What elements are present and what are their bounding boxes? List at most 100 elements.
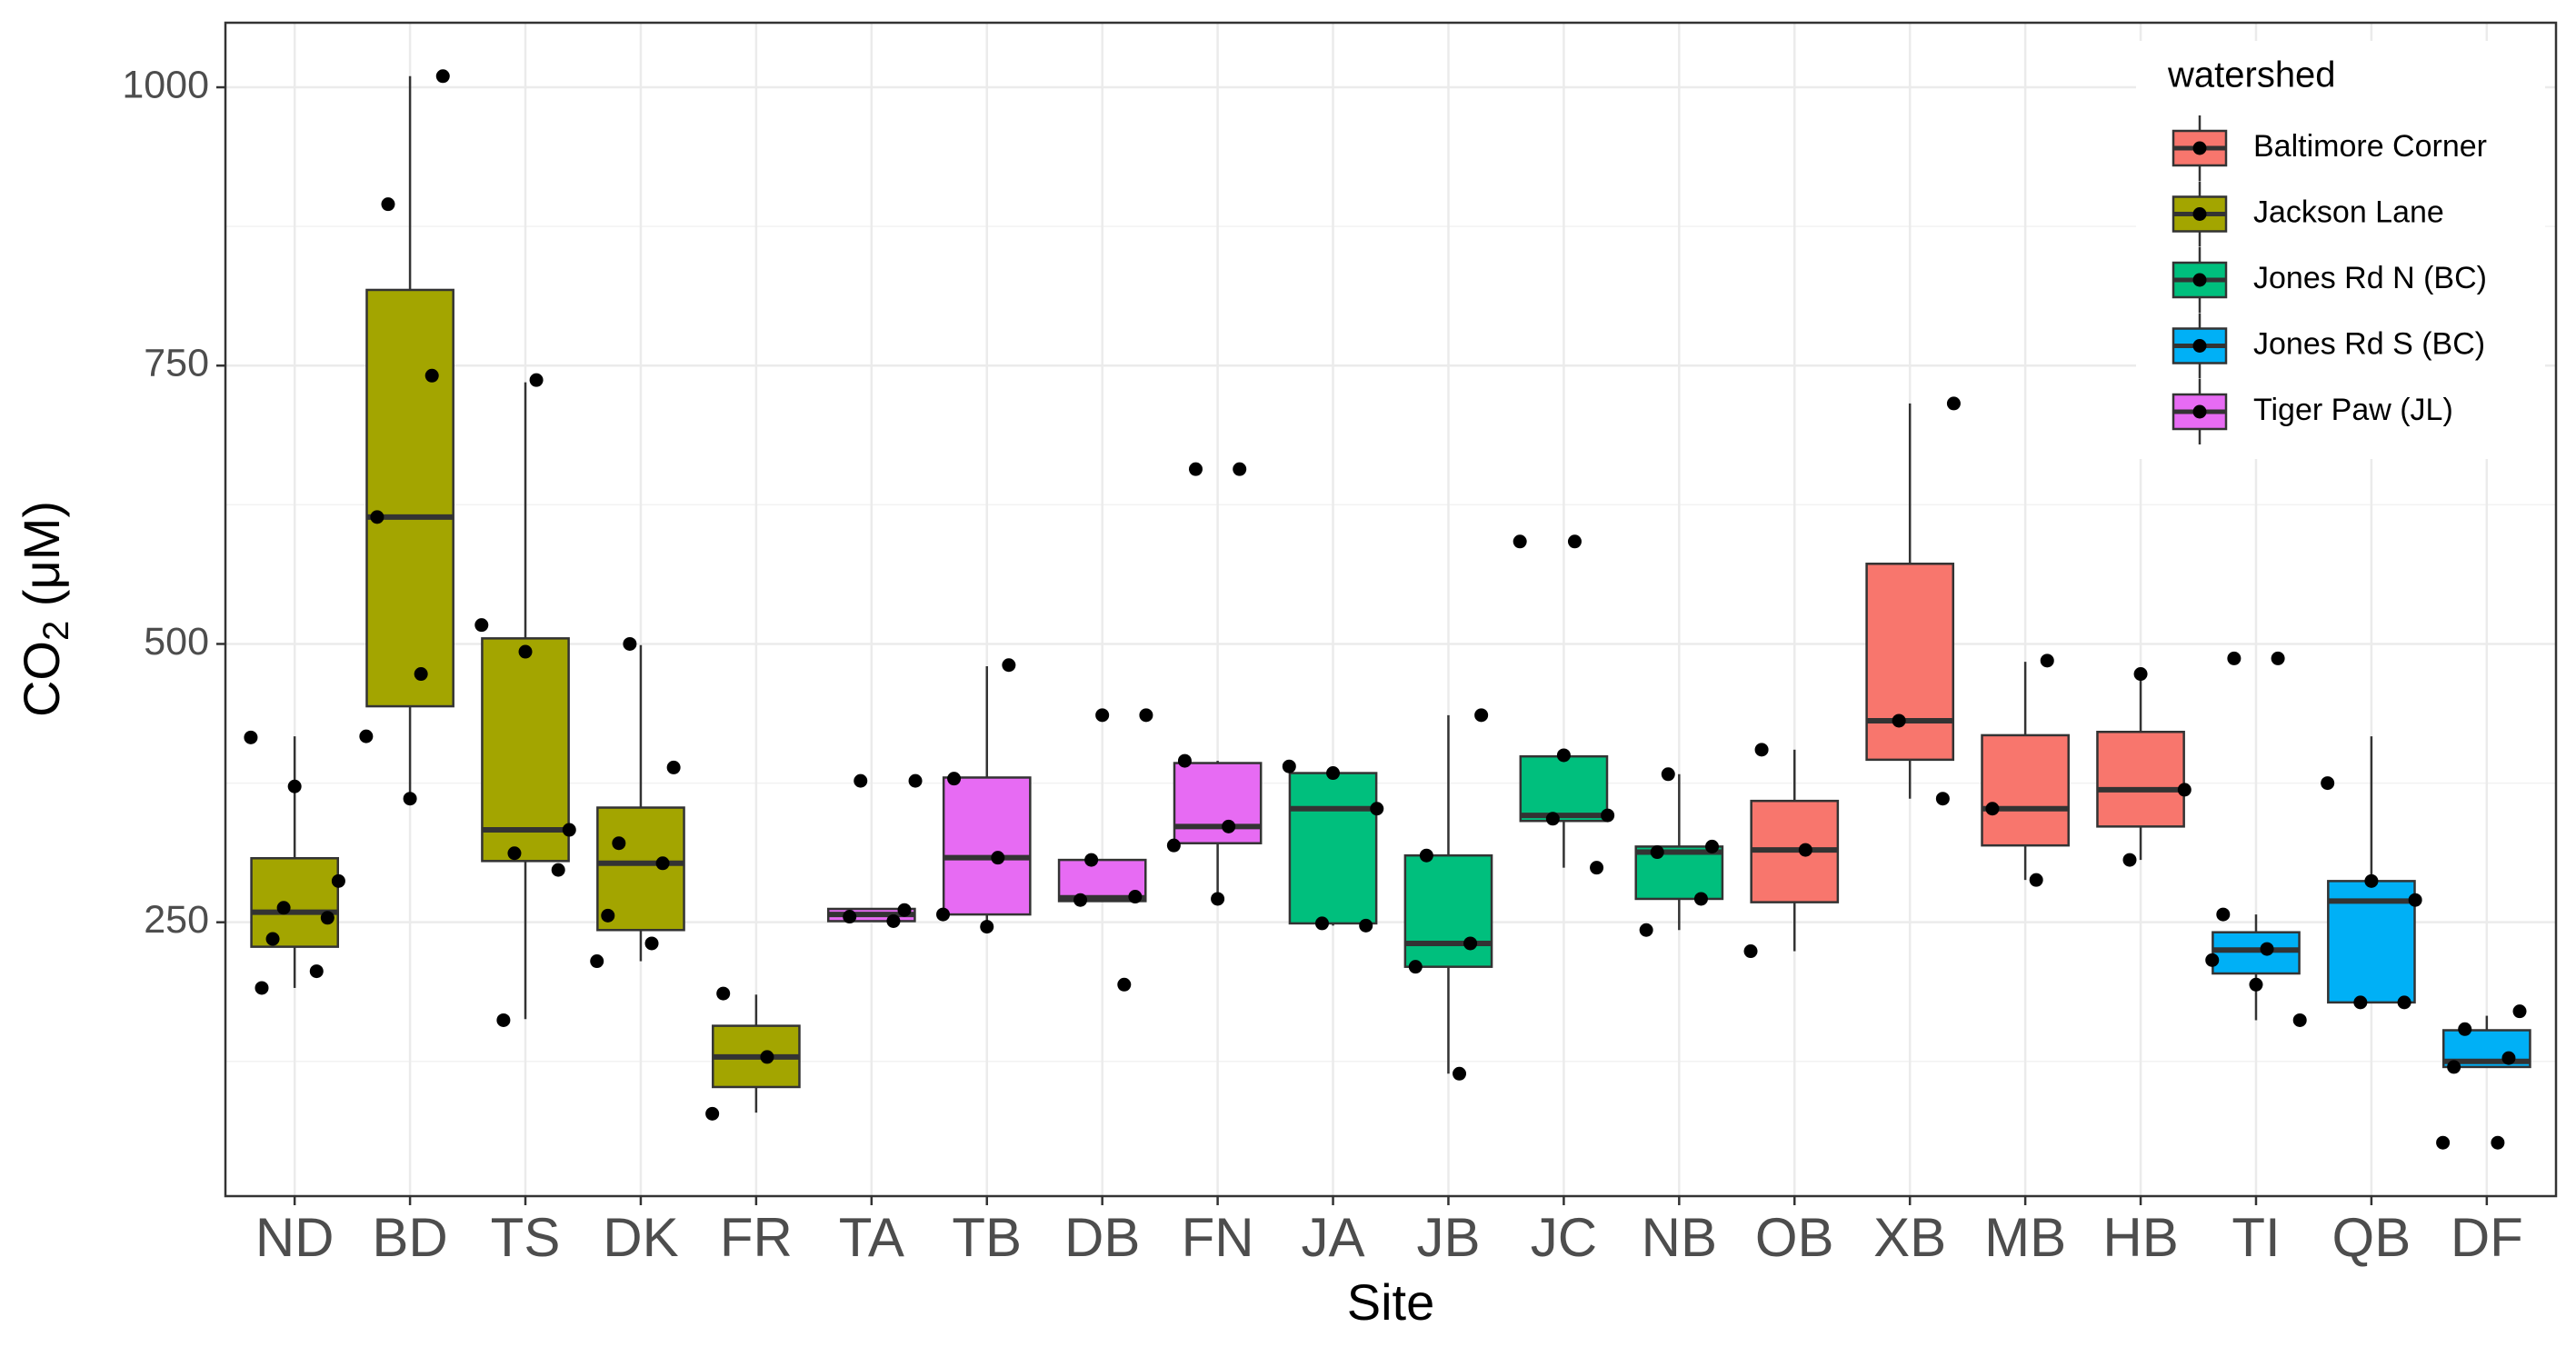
x-tick-label: HB (2102, 1207, 2178, 1268)
data-point (529, 373, 544, 387)
x-tick-label: JA (1302, 1207, 1365, 1268)
data-point (1946, 396, 1961, 411)
data-point (2408, 893, 2422, 907)
data-point (435, 69, 450, 84)
data-point (1314, 916, 1329, 931)
legend-key-point (2192, 273, 2207, 287)
data-point (1211, 892, 1225, 906)
legend-label: Baltimore Corner (2253, 129, 2487, 164)
box (250, 857, 340, 948)
data-point (2260, 942, 2274, 956)
data-point (2512, 1004, 2527, 1019)
data-point (2040, 654, 2054, 668)
data-point (655, 856, 670, 871)
data-point (2122, 853, 2137, 867)
x-tick-label: DF (2451, 1207, 2523, 1268)
data-point (623, 636, 637, 651)
legend-label: Jackson Lane (2253, 195, 2444, 229)
x-tick-label: MB (1984, 1207, 2066, 1268)
data-point (716, 986, 731, 1001)
data-point (1590, 861, 1604, 875)
data-point (1556, 748, 1571, 763)
data-point (2029, 873, 2043, 887)
data-point (2292, 1013, 2307, 1027)
box (2096, 730, 2185, 828)
x-tick-label: FR (720, 1207, 793, 1268)
box (1519, 754, 1609, 823)
data-point (705, 1106, 720, 1121)
data-point (518, 644, 533, 659)
x-tick-label: TB (952, 1207, 1022, 1268)
data-point (507, 846, 522, 861)
data-point (590, 954, 604, 969)
data-point (1419, 848, 1433, 863)
data-point (370, 510, 384, 524)
data-point (936, 907, 951, 922)
data-point (1754, 743, 1769, 757)
data-point (320, 911, 334, 925)
data-point (2205, 953, 2220, 967)
data-point (1222, 819, 1236, 833)
box (942, 776, 1032, 916)
legend-title: watershed (2167, 55, 2336, 95)
data-point (551, 863, 565, 877)
x-tick-label: QB (2332, 1207, 2411, 1268)
data-point (947, 772, 962, 786)
box (596, 806, 685, 932)
data-point (403, 792, 417, 806)
y-tick-label: 500 (144, 620, 209, 664)
data-point (1188, 462, 1203, 476)
data-point (1002, 658, 1016, 673)
data-point (276, 901, 291, 915)
data-point (1985, 802, 2000, 816)
data-point (1705, 839, 1720, 853)
data-point (1513, 534, 1527, 549)
x-tick-label: JB (1416, 1207, 1480, 1268)
data-point (612, 836, 626, 851)
legend-key-point (2192, 339, 2207, 353)
y-axis-title: CO2 (μM) (13, 501, 76, 717)
data-point (2501, 1051, 2516, 1065)
box (1865, 563, 1955, 762)
legend-key-point (2192, 207, 2207, 221)
data-point (666, 760, 681, 774)
data-point (854, 773, 868, 788)
data-point (2458, 1022, 2472, 1036)
x-tick-label: DK (603, 1207, 678, 1268)
data-point (331, 873, 345, 888)
x-tick-label: XB (1873, 1207, 1946, 1268)
data-point (1326, 766, 1341, 781)
x-tick-label: BD (372, 1207, 447, 1268)
marks (244, 69, 2531, 1150)
x-tick-label: FN (1182, 1207, 1254, 1268)
legend-background (2136, 41, 2545, 459)
data-point (991, 851, 1005, 865)
box (1981, 733, 2070, 847)
data-point (1166, 838, 1181, 853)
data-point (908, 773, 923, 788)
data-point (244, 730, 258, 744)
data-point (2364, 873, 2379, 888)
x-tick-label: TS (491, 1207, 561, 1268)
box (1288, 772, 1378, 925)
data-point (897, 903, 912, 917)
box (1634, 845, 1724, 901)
data-point (1567, 534, 1582, 549)
legend-label: Jones Rd N (BC) (2253, 261, 2487, 295)
data-point (287, 779, 302, 793)
box (365, 288, 454, 708)
data-point (1474, 708, 1489, 723)
data-point (2227, 651, 2242, 665)
data-point (1128, 890, 1143, 904)
data-point (1139, 708, 1153, 723)
data-point (562, 823, 576, 837)
data-point (644, 936, 659, 951)
data-point (2353, 995, 2368, 1010)
data-point (2491, 1135, 2505, 1150)
data-point (1408, 960, 1423, 974)
data-point (474, 618, 489, 633)
data-point (381, 197, 395, 212)
legend-label: Jones Rd S (BC) (2253, 326, 2485, 361)
